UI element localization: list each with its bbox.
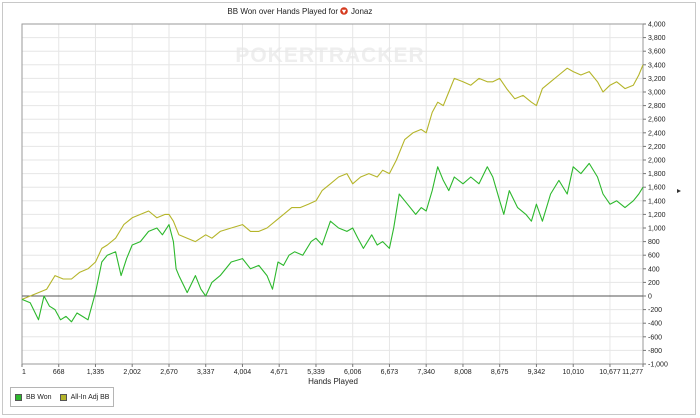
x-tick-label-6: 4,004 [234,369,252,376]
y-tick-label-10: 1,000 [648,226,666,233]
grid [21,23,644,365]
x-tick-label-4: 2,670 [160,369,178,376]
x-tick-label-15: 10,010 [563,369,585,376]
x-tick-label-1: 668 [53,369,65,376]
y-tick-label-20: 3,000 [648,90,666,97]
x-tick-label-10: 6,673 [381,369,399,376]
y-axis-ticks: -1,000 -800 -600 -400 -200 0 200 400 600 800 1,000… [643,22,668,369]
y-tick-label-2: -600 [648,334,662,341]
x-tick-label-13: 8,675 [491,369,509,376]
y-tick-label-8: 600 [648,253,660,260]
y-tick-label-21: 3,200 [648,76,666,83]
y-tick-label-9: 800 [648,239,660,246]
x-axis-label: Hands Played [308,377,358,386]
watermark: POKERTRACKER [235,44,424,67]
y-tick-label-15: 2,000 [648,158,666,165]
player-name: Jonaz [351,7,372,16]
y-tick-label-18: 2,600 [648,117,666,124]
series-line-all-in-adj-bb [21,64,644,300]
y-tick-label-0: -1,000 [648,362,668,369]
legend-label-bb-won: BB Won [26,393,52,401]
x-tick-label-5: 3,337 [197,369,215,376]
y-tick-label-25: 4,000 [648,22,666,29]
y-tick-label-1: -800 [648,348,662,355]
y-tick-label-19: 2,800 [648,103,666,110]
legend-label-allin-adj-bb: All-In Adj BB [70,393,110,401]
legend-swatch-allin-adj-bb [59,393,67,401]
y-tick-label-4: -200 [648,307,662,314]
x-tick-label-17: 11,277 [622,369,643,376]
x-tick-label-0: 1 [22,369,26,376]
x-tick-label-12: 8,008 [454,369,472,376]
x-tick-label-9: 6,006 [344,369,362,376]
x-tick-label-8: 5,339 [307,369,325,376]
y-tick-label-22: 3,400 [648,62,666,69]
x-tick-label-2: 1,335 [87,369,105,376]
x-tick-label-11: 7,340 [417,369,435,376]
x-tick-label-7: 4,671 [270,369,288,376]
y-tick-label-23: 3,600 [648,49,666,56]
y-tick-label-24: 3,800 [648,35,666,42]
legend-item-bb-won[interactable]: BB Won [15,393,52,401]
plot-area-border [21,23,644,365]
y-tick-label-17: 2,400 [648,130,666,137]
player-icon [340,7,348,15]
series-line-bb-won [21,162,644,323]
x-tick-label-16: 10,677 [599,369,621,376]
y-tick-label-5: 0 [648,294,652,301]
legend: BB Won All-In Adj BB [10,387,115,407]
y-tick-label-7: 400 [648,266,660,273]
y-tick-label-6: 200 [648,280,660,287]
y-tick-label-16: 2,200 [648,144,666,151]
chart-frame [2,2,696,415]
legend-swatch-bb-won [15,393,22,401]
y-tick-label-11: 1,200 [648,212,666,219]
x-tick-label-14: 9,342 [528,369,546,376]
cursor-icon [677,189,681,193]
x-tick-label-3: 2,002 [123,369,141,376]
chart-title: BB Won over Hands Played for [227,7,338,16]
x-axis-ticks: 1 668 1,335 2,002 2,670 3,337 4,004 4,671 5,339 6… [21,364,644,376]
y-tick-label-13: 1,600 [648,185,666,192]
y-tick-label-14: 1,800 [648,171,666,178]
legend-item-allin-adj-bb[interactable]: All-In Adj BB [59,393,110,401]
series-layer [21,64,644,323]
y-tick-label-3: -400 [648,321,662,328]
y-tick-label-12: 1,400 [648,198,666,205]
